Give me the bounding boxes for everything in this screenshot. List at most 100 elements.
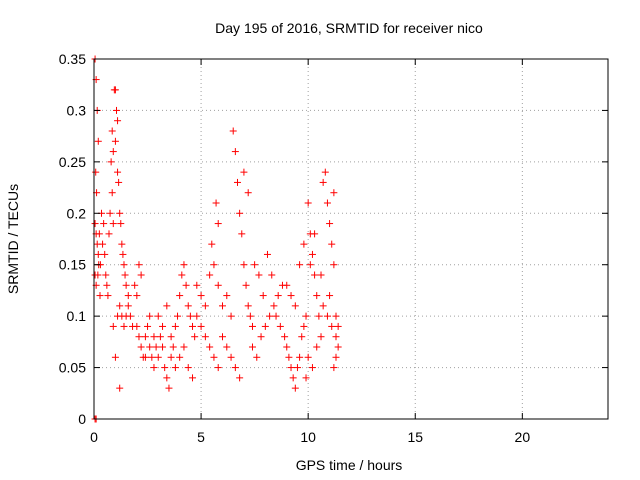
data-point <box>124 302 132 310</box>
data-point <box>244 189 252 197</box>
data-point <box>270 302 278 310</box>
data-point <box>174 312 182 320</box>
data-point <box>302 374 310 382</box>
data-point <box>240 168 248 176</box>
y-tick-label: 0.15 <box>59 257 86 273</box>
data-point <box>298 333 306 341</box>
data-point <box>321 168 329 176</box>
data-point <box>261 322 269 330</box>
data-point <box>159 322 167 330</box>
data-point <box>313 343 321 351</box>
data-point <box>104 292 112 300</box>
data-point <box>150 333 158 341</box>
data-point <box>332 353 340 361</box>
data-point <box>231 148 239 156</box>
data-point <box>289 374 297 382</box>
data-point <box>94 137 102 145</box>
data-point <box>135 261 143 269</box>
data-point <box>281 333 289 341</box>
data-point <box>283 343 291 351</box>
x-axis-ticks: 0 5 10 15 20 <box>90 59 530 445</box>
data-point <box>231 364 239 372</box>
data-point <box>219 302 226 310</box>
data-point <box>242 281 250 289</box>
data-point <box>191 333 199 341</box>
data-point <box>197 292 205 300</box>
data-point <box>184 364 192 372</box>
data-point <box>206 271 214 279</box>
data-point <box>186 312 194 320</box>
y-tick-label: 0.2 <box>67 205 87 221</box>
data-point <box>246 312 254 320</box>
data-point <box>214 281 222 289</box>
data-point <box>323 199 331 207</box>
data-point <box>326 220 334 228</box>
data-point <box>319 178 327 186</box>
data-point <box>137 271 145 279</box>
data-point <box>293 364 301 372</box>
x-tick-label: 5 <box>197 429 205 445</box>
data-point <box>319 302 327 310</box>
data-point <box>107 158 115 166</box>
data-point <box>171 322 179 330</box>
data-point <box>182 281 190 289</box>
data-point <box>330 364 338 372</box>
data-point <box>141 353 149 361</box>
data-point <box>285 353 293 361</box>
data-point <box>184 302 192 310</box>
data-point <box>94 271 102 279</box>
data-point <box>92 168 100 176</box>
data-point <box>111 137 119 145</box>
data-point <box>150 364 158 372</box>
data-point <box>124 292 132 300</box>
data-point <box>287 364 295 372</box>
data-point <box>210 261 218 269</box>
data-point <box>146 343 154 351</box>
data-point <box>116 302 124 310</box>
data-point <box>119 250 127 258</box>
data-point <box>330 189 338 197</box>
data-point <box>214 220 222 228</box>
data-point <box>236 374 244 382</box>
data-point <box>244 302 252 310</box>
data-point <box>120 261 128 269</box>
data-point <box>116 209 124 217</box>
data-point <box>317 333 325 341</box>
data-point <box>208 240 216 248</box>
gridlines <box>94 59 608 419</box>
data-point <box>229 127 237 135</box>
data-point <box>163 302 171 310</box>
data-point <box>109 322 117 330</box>
data-point <box>253 353 261 361</box>
data-point <box>137 343 145 351</box>
data-point <box>141 333 149 341</box>
data-point <box>114 312 122 320</box>
data-points <box>91 55 342 423</box>
data-point <box>167 353 175 361</box>
data-point <box>223 292 231 300</box>
data-point <box>328 322 336 330</box>
data-point <box>161 364 169 372</box>
data-point <box>251 261 259 269</box>
data-point <box>96 292 104 300</box>
data-point <box>189 322 197 330</box>
data-point <box>308 250 316 258</box>
data-point <box>238 230 246 238</box>
data-point <box>148 353 156 361</box>
data-point <box>272 312 280 320</box>
data-point <box>313 292 321 300</box>
data-point <box>296 261 304 269</box>
data-point <box>163 374 171 382</box>
data-point <box>193 281 201 289</box>
data-point <box>121 271 129 279</box>
data-point <box>109 148 117 156</box>
data-point <box>300 322 308 330</box>
data-point <box>106 209 114 217</box>
data-point <box>111 86 119 94</box>
data-point <box>126 312 134 320</box>
data-point <box>111 353 119 361</box>
data-point <box>105 230 113 238</box>
data-point <box>133 292 141 300</box>
data-point <box>201 333 209 341</box>
